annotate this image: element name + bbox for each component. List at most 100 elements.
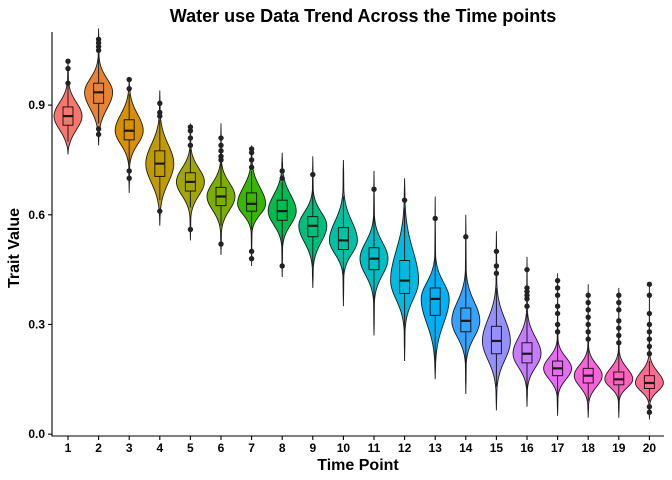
violin-group-11 (359, 170, 389, 336)
x-tick-label: 4 (156, 441, 163, 455)
violin-group-2 (84, 28, 114, 146)
violin-group-20 (634, 281, 664, 420)
outlier-point (554, 321, 561, 328)
outlier-point (157, 100, 163, 106)
outlier-point (616, 340, 622, 346)
outlier-point (218, 142, 224, 149)
outlier-point (187, 124, 194, 130)
outlier-point (493, 263, 500, 269)
violin-group-9 (298, 156, 328, 288)
violin-shape (84, 28, 114, 146)
violin-shape (206, 123, 236, 256)
outlier-point (95, 126, 102, 132)
x-tick-label: 7 (248, 441, 255, 455)
violin-group-14 (451, 214, 481, 394)
outlier-point (554, 329, 561, 335)
outlier-point (585, 336, 591, 342)
violin-group-5 (175, 123, 205, 241)
outlier-point (585, 299, 591, 306)
outlier-point (585, 314, 591, 320)
outlier-point (524, 303, 530, 309)
outlier-point (616, 325, 622, 331)
axes: 0.00.30.60.91 2 3 4 5 6 7 8 9 10 11 12 13 14 15 16 17 18 1… (28, 32, 664, 455)
outlier-point (463, 234, 469, 240)
outlier-point (157, 208, 163, 214)
x-tick-label: 11 (368, 441, 381, 455)
outlier-point (646, 336, 653, 342)
outlier-point (310, 171, 316, 178)
outlier-point (493, 270, 500, 277)
x-tick-label: 3 (126, 441, 133, 455)
outlier-point (279, 263, 285, 269)
violin-shape (53, 61, 83, 155)
violin-shape (359, 170, 389, 336)
violin-shape (328, 159, 358, 307)
outlier-point (646, 351, 653, 357)
x-tick-label: 1 (65, 441, 72, 455)
outlier-point (248, 157, 255, 163)
outlier-point (218, 241, 224, 247)
x-tick-label: 10 (337, 441, 351, 455)
outlier-point (585, 292, 591, 298)
outlier-point (218, 153, 224, 160)
outlier-point (126, 175, 132, 181)
violin-group-15 (481, 231, 511, 411)
outlier-point (646, 343, 653, 350)
violin-group-7 (237, 145, 267, 266)
outlier-point (646, 281, 653, 287)
outlier-point (187, 142, 194, 149)
x-tick-label: 16 (520, 441, 534, 455)
outlier-point (616, 318, 622, 324)
outlier-point (279, 175, 285, 181)
outlier-point (646, 404, 653, 410)
outlier-point (554, 285, 561, 291)
violin-shape (114, 77, 144, 193)
outlier-point (585, 307, 591, 313)
outlier-point (616, 307, 622, 313)
outlier-point (646, 321, 653, 328)
outlier-point (524, 285, 530, 291)
outlier-point (248, 255, 255, 262)
outlier-point (65, 80, 71, 86)
violin-shape (267, 152, 297, 277)
x-tick-label: 14 (459, 441, 473, 455)
outlier-point (248, 248, 255, 255)
violin-shape (145, 90, 175, 226)
violin-shape (237, 145, 267, 266)
x-tick-label: 17 (551, 441, 565, 455)
violin-group-17 (543, 273, 573, 416)
x-tick-label: 13 (429, 441, 443, 455)
violin-shape (298, 156, 328, 288)
outlier-point (616, 332, 622, 339)
outlier-point (646, 409, 653, 415)
x-tick-label: 19 (612, 441, 626, 455)
violin-group-4 (145, 90, 175, 226)
y-tick-label: 0.0 (28, 427, 45, 441)
box-iqr (246, 192, 258, 212)
violin-group-13 (420, 196, 450, 380)
outlier-point (554, 292, 561, 298)
chart-title: Water use Data Trend Across the Time poi… (170, 6, 556, 26)
violin-group-19 (604, 287, 634, 418)
x-axis-title: Time Point (317, 457, 399, 474)
outlier-point (95, 36, 102, 43)
x-tick-label: 18 (582, 441, 596, 455)
y-tick-label: 0.9 (28, 98, 45, 112)
x-tick-label: 9 (309, 441, 316, 455)
y-axis-title: Trait Value (6, 208, 23, 288)
outlier-point (218, 135, 224, 141)
outlier-point (646, 329, 653, 335)
y-tick-label: 0.3 (28, 317, 45, 331)
violin-group-12 (390, 178, 420, 362)
y-tick-label: 0.6 (28, 208, 45, 222)
outlier-point (554, 277, 561, 284)
outlier-point (524, 266, 530, 273)
outlier-point (493, 248, 500, 255)
violin-shape (634, 282, 664, 420)
outlier-point (554, 303, 561, 309)
x-tick-label: 12 (398, 441, 412, 455)
violin-group-16 (512, 256, 542, 407)
plot-area (53, 28, 664, 420)
x-tick-label: 15 (490, 441, 504, 455)
